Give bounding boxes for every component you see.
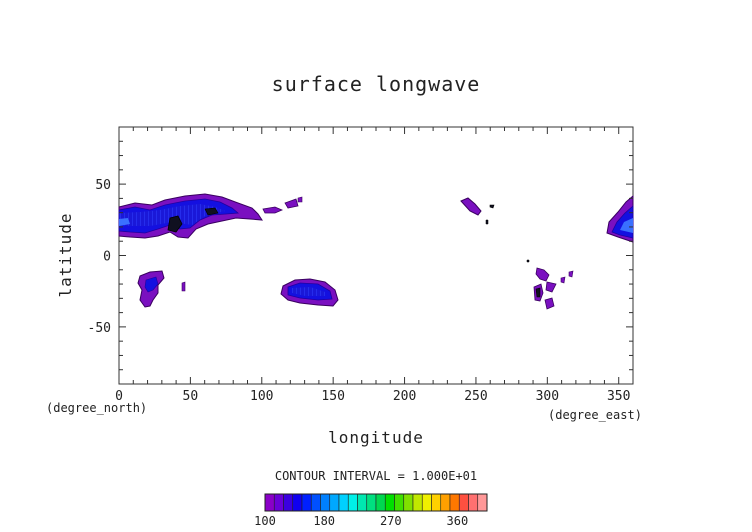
contour-region (535, 287, 541, 298)
contour-region (144, 276, 159, 293)
colorbar-swatch (431, 493, 442, 512)
contour-region (284, 198, 299, 209)
contour-region (485, 219, 489, 225)
colorbar (264, 493, 488, 512)
contour-region (119, 204, 225, 226)
x-tick-labels: 0 50 100 150 200 250 300 350 (115, 389, 630, 404)
contour-region (535, 267, 550, 282)
x-tick-label: 100 (250, 389, 273, 404)
colorbar-swatch (338, 493, 349, 512)
colorbar-swatch (403, 493, 414, 512)
contour-region (297, 196, 303, 203)
colorbar-label: 180 (313, 514, 335, 528)
colorbar-swatch (384, 493, 395, 512)
chart-title: surface longwave (272, 72, 481, 96)
x-tick-label: 300 (536, 389, 559, 404)
y-tick-labels: -50 0 50 (88, 178, 111, 336)
y-tick-label: 0 (103, 250, 111, 265)
x-unit-label: (degree_east) (548, 408, 642, 422)
colorbar-swatch (477, 493, 488, 512)
colorbar-swatch (458, 493, 469, 512)
x-tick-label: 0 (115, 389, 123, 404)
colorbar-label: 100 (254, 514, 276, 528)
colorbar-swatch (449, 493, 460, 512)
contour-region (119, 218, 130, 226)
colorbar-swatch (320, 493, 331, 512)
contour-region (262, 206, 284, 214)
colorbar-swatch (394, 493, 405, 512)
x-tick-label: 350 (607, 389, 630, 404)
contour-region (568, 270, 574, 278)
colorbar-swatch (264, 493, 275, 512)
y-unit-label: (degree_north) (46, 401, 147, 415)
x-tick-label: 200 (393, 389, 416, 404)
x-tick-label: 50 (183, 389, 199, 404)
contour-region (204, 207, 219, 216)
contour-region (292, 287, 325, 296)
colorbar-label: 270 (380, 514, 402, 528)
colorbar-swatch (412, 493, 423, 512)
colorbar-swatch (421, 493, 432, 512)
colorbar-label: 360 (447, 514, 469, 528)
contour-region (460, 197, 482, 216)
contour-region (544, 297, 555, 310)
colorbar-swatch (283, 493, 294, 512)
x-tick-label: 150 (321, 389, 344, 404)
colorbar-swatch (357, 493, 368, 512)
contour-regions (118, 193, 634, 310)
contour-region (181, 281, 186, 292)
contour-region (489, 204, 495, 209)
colorbar-swatch (273, 493, 284, 512)
x-axis-label: longitude (328, 428, 424, 447)
contour-region (167, 215, 183, 233)
y-tick-label: 50 (95, 178, 111, 193)
contour-region (545, 281, 557, 293)
colorbar-swatch (468, 493, 479, 512)
y-tick-label: -50 (88, 321, 111, 336)
contour-region (526, 259, 530, 263)
y-axis-label: latitude (56, 212, 75, 297)
colorbar-swatch (310, 493, 321, 512)
colorbar-swatch (347, 493, 358, 512)
x-tick-label: 250 (464, 389, 487, 404)
colorbar-swatch (301, 493, 312, 512)
axis-ticks (118, 126, 634, 385)
colorbar-swatch (375, 493, 386, 512)
colorbar-swatch (440, 493, 451, 512)
plot-frame (118, 126, 634, 385)
colorbar-swatch (329, 493, 340, 512)
contour-interval-text: CONTOUR INTERVAL = 1.000E+01 (275, 469, 477, 483)
colorbar-labels: 100 180 270 360 (254, 514, 468, 528)
colorbar-swatch (292, 493, 303, 512)
colorbar-frame (264, 493, 488, 512)
contour-region (620, 218, 633, 233)
colorbar-swatch (366, 493, 377, 512)
contour-region (560, 276, 566, 284)
